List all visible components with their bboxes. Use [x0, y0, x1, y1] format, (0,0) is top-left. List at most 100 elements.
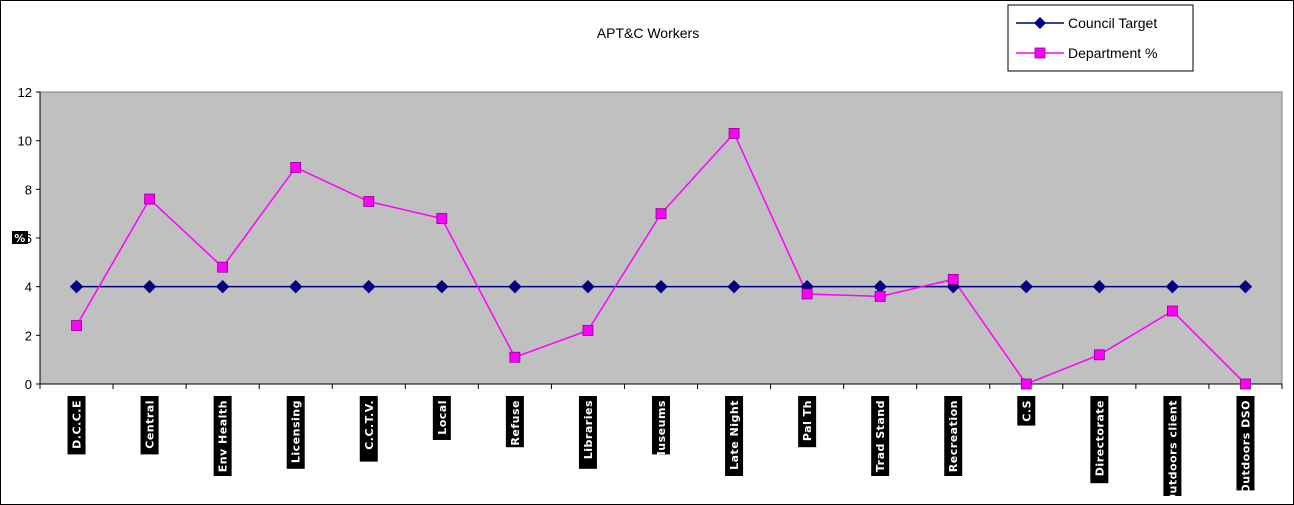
x-tick-label: C.S [1020, 400, 1033, 422]
x-tick-label-group: Recreation [944, 396, 963, 476]
x-tick-label: Outdoors client [1166, 400, 1179, 503]
x-tick-label: Local [436, 400, 449, 435]
data-point [217, 261, 229, 273]
data-point [144, 193, 155, 205]
data-point [1165, 279, 1180, 294]
y-axis-ticks: 0 2 4 6 8 10 12 [12, 85, 40, 392]
data-point [1093, 349, 1105, 361]
x-tick-label: Museums [655, 400, 668, 462]
data-point [290, 162, 302, 173]
x-tick-label-group: Licensing [286, 396, 305, 469]
x-tick-label: Late Night [728, 400, 741, 470]
data-point [69, 279, 84, 294]
data-point [509, 351, 521, 363]
data-point [215, 279, 230, 294]
x-tick-label: Libraries [582, 400, 595, 459]
data-point [71, 320, 82, 332]
x-tick-label: Trad Stand [874, 400, 887, 472]
y-axis-label: % [14, 232, 26, 245]
x-tick-label-box [1090, 396, 1109, 484]
data-point [362, 279, 376, 294]
x-tick-label-box [213, 396, 232, 476]
x-tick-label-box [286, 396, 305, 469]
data-point [874, 290, 886, 302]
series-markers [69, 127, 1253, 390]
legend-marker [1034, 47, 1046, 59]
data-point [655, 208, 667, 220]
data-point [728, 127, 740, 139]
x-tick-label-group: D.C.C.E [67, 396, 86, 455]
data-point [363, 196, 375, 207]
legend-entry: Department % [1068, 45, 1157, 61]
plot-area [39, 91, 1283, 385]
x-tick-label-group: Museums [652, 396, 670, 462]
y-tick-label: 10 [18, 134, 32, 149]
x-tick-label-group: Late Night [725, 396, 744, 476]
chart-title: APT&C Workers [597, 25, 699, 41]
data-point [801, 288, 813, 300]
x-tick-label-group: Trad Stand [871, 396, 890, 476]
x-tick-label-group: Local [432, 396, 451, 440]
legend-box [1007, 4, 1194, 72]
data-point [1238, 279, 1253, 294]
x-tick-label-box [578, 396, 597, 469]
x-tick-label-group: Libraries [578, 396, 597, 469]
x-tick-label: C.C.T.V. [363, 400, 376, 450]
data-point [1240, 378, 1251, 390]
y-tick-label: 4 [25, 280, 32, 295]
data-point [727, 279, 741, 294]
data-point [436, 213, 448, 224]
data-point [435, 279, 449, 294]
x-tick-label: D.C.C.E [71, 400, 84, 449]
y-tick-label: 0 [25, 377, 32, 392]
data-point [288, 279, 303, 294]
x-tick-label-group: Env Health [213, 396, 232, 476]
data-point [582, 325, 594, 336]
x-tick-label-box [652, 396, 670, 455]
x-tick-label-group: Outdoors client [1163, 396, 1182, 503]
y-tick-label: 2 [25, 328, 32, 343]
data-point [947, 273, 959, 285]
y-tick-label: 12 [18, 85, 32, 100]
x-tick-label-box [871, 396, 890, 476]
x-tick-label-box [505, 396, 524, 448]
x-tick-label-group: Outdoors DSO [1236, 396, 1255, 494]
x-tick-label-group: C.S [1017, 396, 1036, 426]
x-tick-label-group: C.C.T.V. [359, 396, 378, 462]
y-tick-label: 8 [25, 182, 32, 197]
y-tick-label: 6 [25, 231, 32, 246]
data-point [1167, 305, 1178, 317]
x-tick-label: Refuse [509, 400, 522, 446]
x-tick-label-group: Refuse [505, 396, 524, 448]
data-point [1020, 378, 1032, 390]
x-tick-label-box [1163, 396, 1182, 496]
x-tick-label: Outdoors DSO [1239, 400, 1252, 494]
x-tick-label: Env Health [217, 400, 230, 472]
x-tick-label-box [798, 396, 817, 448]
x-tick-label-box [432, 396, 451, 440]
legend: Council Target Department % [1007, 4, 1194, 72]
data-point [1092, 279, 1107, 294]
legend-marker [1034, 17, 1046, 29]
x-tick-label-group: Central [140, 396, 159, 455]
data-point [142, 279, 157, 294]
x-tick-label: Central [144, 400, 157, 449]
legend-entry: Council Target [1068, 15, 1157, 31]
x-tick-label-group: Pal Th [798, 396, 817, 448]
data-point [654, 279, 668, 294]
x-tick-label: Directorate [1093, 400, 1106, 476]
data-point [581, 279, 595, 294]
x-tick-label-box [1017, 396, 1036, 426]
x-tick-label: Recreation [947, 400, 960, 472]
y-axis-label-box [12, 231, 28, 244]
x-tick-label-group: Directorate [1090, 396, 1109, 484]
x-tick-label-box [67, 396, 86, 455]
x-tick-label-box [725, 396, 744, 476]
x-tick-label-box [140, 396, 159, 455]
data-point [1019, 279, 1034, 294]
x-axis-labels: D.C.C.E Central Env Health Licensing C.C.T.V… [67, 396, 1255, 503]
x-tick-label: Pal Th [801, 400, 814, 441]
x-tick-label-box [1236, 396, 1255, 491]
x-tick-label: Licensing [290, 400, 303, 463]
